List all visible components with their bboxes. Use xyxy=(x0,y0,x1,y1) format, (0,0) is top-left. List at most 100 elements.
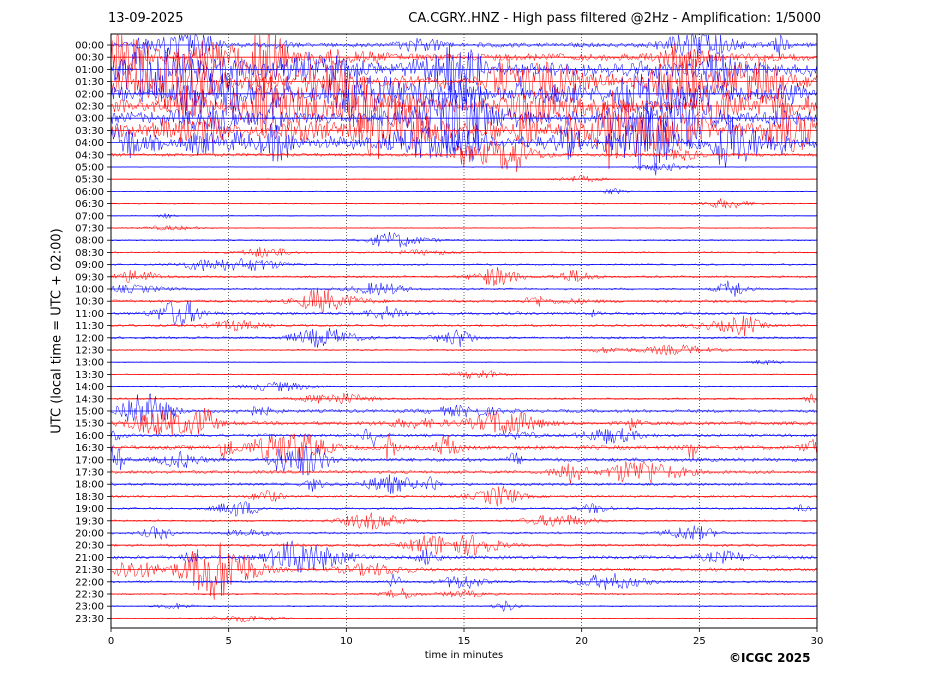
seismogram-trace-0530 xyxy=(110,174,817,183)
y-tick-label: 14:00 xyxy=(75,382,104,393)
seismogram-trace-1300 xyxy=(110,359,817,366)
seismogram-trace-2200 xyxy=(110,573,817,590)
y-tick-label: 21:00 xyxy=(75,553,104,564)
y-tick-label: 14:30 xyxy=(75,394,104,405)
y-tick-label: 13:30 xyxy=(75,370,104,381)
y-tick-label: 20:30 xyxy=(75,541,104,552)
y-tick-label: 12:00 xyxy=(75,333,104,344)
seismogram-trace-2300 xyxy=(110,599,817,613)
seismogram-trace-1500 xyxy=(110,393,817,427)
y-tick-label: 22:00 xyxy=(75,577,104,588)
seismogram-trace-1800 xyxy=(110,474,817,494)
y-tick-label: 12:30 xyxy=(75,346,104,357)
x-tick-label: 25 xyxy=(693,636,706,647)
seismogram-trace-1630 xyxy=(110,432,817,464)
y-tick-label: 08:30 xyxy=(75,248,104,259)
seismogram-trace-1700 xyxy=(110,445,817,476)
y-tick-label: 17:30 xyxy=(75,468,104,479)
seismogram-trace-0230 xyxy=(110,76,817,136)
y-tick-label: 05:30 xyxy=(75,175,104,186)
x-tick-label: 10 xyxy=(340,636,353,647)
y-tick-label: 16:00 xyxy=(75,431,104,442)
seismogram-trace-1100 xyxy=(110,300,817,327)
y-tick-label: 02:30 xyxy=(75,102,104,113)
y-tick-label: 03:00 xyxy=(75,114,104,125)
seismogram-trace-2330 xyxy=(110,615,817,623)
y-tick-label: 15:00 xyxy=(75,407,104,418)
y-tick-label: 00:00 xyxy=(75,41,104,52)
x-tick-label: 5 xyxy=(225,636,231,647)
seismogram-trace-0130 xyxy=(110,46,817,113)
y-tick-label: 06:30 xyxy=(75,199,104,210)
seismogram-trace-0730 xyxy=(110,224,817,231)
y-tick-label: 01:30 xyxy=(75,77,104,88)
x-tick-label: 30 xyxy=(811,636,824,647)
y-tick-label: 21:30 xyxy=(75,565,104,576)
y-tick-label: 18:30 xyxy=(75,492,104,503)
y-tick-label: 11:30 xyxy=(75,321,104,332)
seismogram-trace-0100 xyxy=(110,37,817,103)
seismogram-trace-1400 xyxy=(110,381,817,392)
y-tick-label: 13:00 xyxy=(75,358,104,369)
y-tick-label: 06:00 xyxy=(75,187,104,198)
seismogram-trace-1530 xyxy=(110,408,817,437)
y-tick-label: 02:00 xyxy=(75,89,104,100)
seismogram-trace-0900 xyxy=(110,258,817,272)
seismogram-trace-0330 xyxy=(110,90,817,169)
y-tick-label: 10:00 xyxy=(75,285,104,296)
y-tick-label: 22:30 xyxy=(75,590,104,601)
plot-date: 13-09-2025 xyxy=(108,11,184,26)
seismogram-trace-0830 xyxy=(110,247,817,259)
grid-lines xyxy=(228,34,700,628)
seismogram-trace-1830 xyxy=(110,486,817,507)
y-tick-label: 03:30 xyxy=(75,126,104,137)
x-axis-label: time in minutes xyxy=(424,650,504,661)
seismogram-trace-0500 xyxy=(110,162,817,172)
y-tick-label: 09:00 xyxy=(75,260,104,271)
y-tick-label: 04:00 xyxy=(75,138,104,149)
x-tick-label: 20 xyxy=(575,636,588,647)
seismogram-trace-0030 xyxy=(110,34,817,99)
seismogram-trace-1730 xyxy=(110,460,817,484)
seismogram-trace-0800 xyxy=(110,231,817,248)
y-tick-label: 00:30 xyxy=(75,53,104,64)
seismogram-trace-0630 xyxy=(110,198,817,209)
y-tick-label: 19:00 xyxy=(75,504,104,515)
y-tick-label: 01:00 xyxy=(75,65,104,76)
seismogram-trace-1930 xyxy=(110,512,817,530)
y-tick-label: 23:00 xyxy=(75,602,104,613)
seismogram-trace-1030 xyxy=(110,287,817,314)
x-axis: 0 5 10 15 20 25 30 xyxy=(108,628,824,647)
y-tick-label: 09:30 xyxy=(75,272,104,283)
seismogram-trace-0400 xyxy=(110,103,817,176)
seismogram-trace-0930 xyxy=(110,267,817,287)
y-tick-label: 18:00 xyxy=(75,480,104,491)
seismogram-trace-1600 xyxy=(110,428,817,447)
seismogram-trace-0430 xyxy=(110,140,817,172)
y-tick-label: 16:30 xyxy=(75,443,104,454)
y-tick-label: 08:00 xyxy=(75,236,104,247)
y-tick-label: 05:00 xyxy=(75,163,104,174)
y-tick-label: 07:00 xyxy=(75,211,104,222)
chart-title: CA.CGRY..HNZ - High pass filtered @2Hz -… xyxy=(408,11,821,26)
seismogram-trace-2230 xyxy=(110,588,817,599)
y-tick-label: 23:30 xyxy=(75,614,104,625)
seismogram-trace-2100 xyxy=(110,540,817,574)
seismogram-trace-1330 xyxy=(110,369,817,380)
y-tick-label: 17:00 xyxy=(75,455,104,466)
seismogram-trace-2130 xyxy=(110,542,817,600)
seismogram-trace-2030 xyxy=(110,533,817,556)
y-tick-label: 20:00 xyxy=(75,529,104,540)
y-tick-label: 15:30 xyxy=(75,419,104,430)
x-tick-label: 0 xyxy=(108,636,114,647)
seismogram-trace-0700 xyxy=(110,212,817,220)
y-tick-label: 04:30 xyxy=(75,150,104,161)
seismogram-trace-2000 xyxy=(110,525,817,541)
seismogram-trace-1200 xyxy=(110,327,817,348)
seismogram-trace-0000 xyxy=(110,34,817,60)
seismogram-trace-1000 xyxy=(110,280,817,297)
y-tick-label: 19:30 xyxy=(75,516,104,527)
y-tick-label: 10:30 xyxy=(75,297,104,308)
